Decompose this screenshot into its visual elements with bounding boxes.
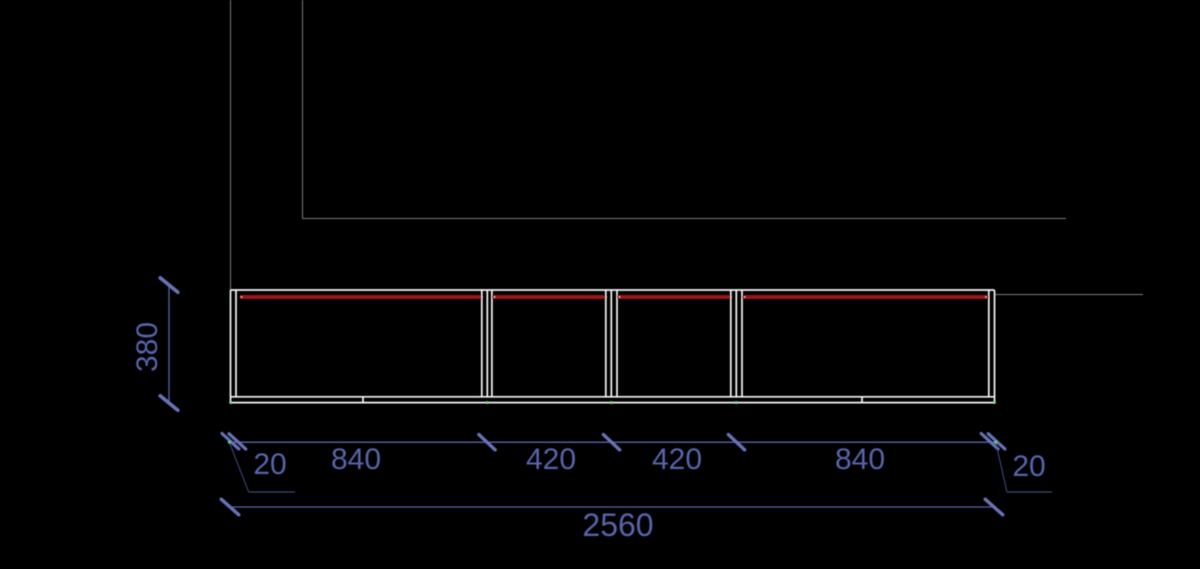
- svg-text:420: 420: [526, 443, 576, 476]
- svg-text:420: 420: [652, 443, 702, 476]
- svg-text:380: 380: [131, 322, 164, 372]
- svg-text:840: 840: [331, 443, 381, 476]
- svg-text:840: 840: [835, 443, 885, 476]
- svg-text:20: 20: [1012, 450, 1045, 483]
- svg-text:2560: 2560: [582, 507, 653, 543]
- svg-text:20: 20: [253, 448, 286, 481]
